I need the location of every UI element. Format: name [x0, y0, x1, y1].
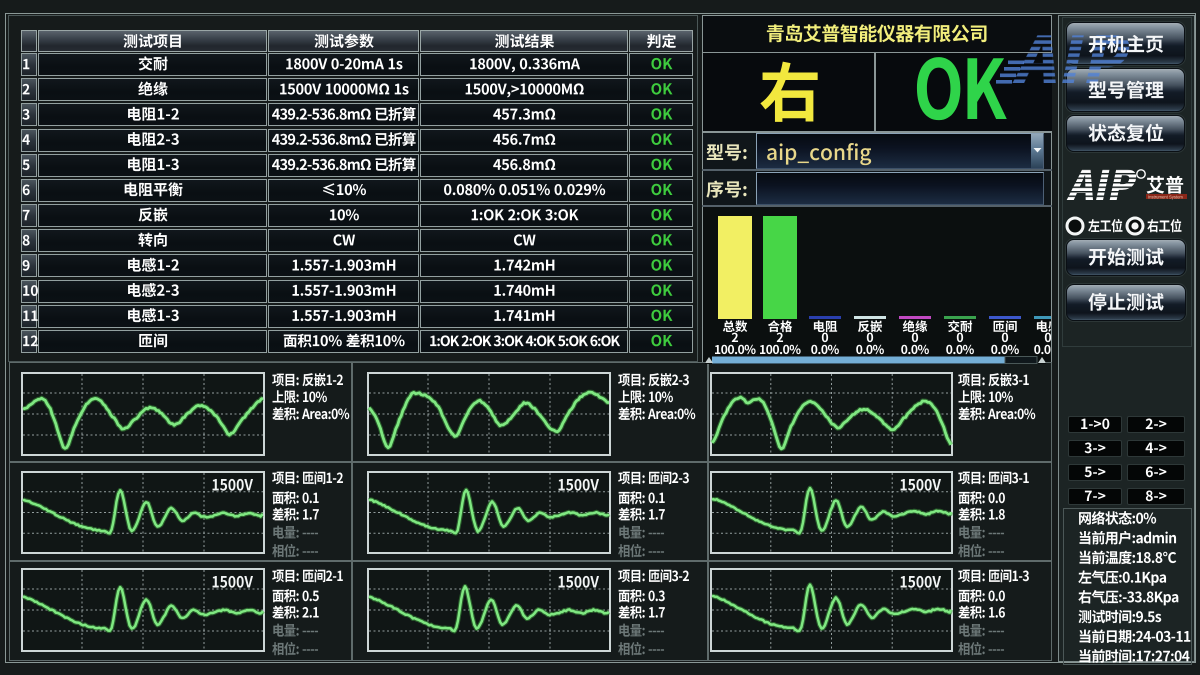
svg-text:Instrument System: Instrument System	[1148, 194, 1183, 199]
